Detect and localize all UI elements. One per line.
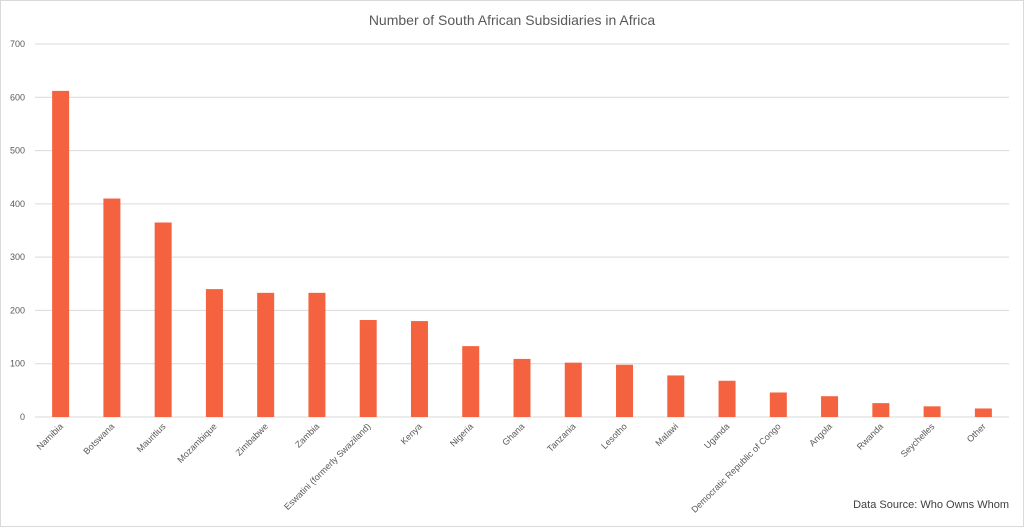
gridlines — [35, 43, 1009, 418]
y-tick-label: 100 — [10, 359, 25, 369]
x-category-label: Mozambique — [175, 421, 219, 465]
bar — [103, 198, 121, 417]
chart-title: Number of South African Subsidiaries in … — [369, 12, 656, 28]
y-tick-label: 700 — [10, 39, 25, 49]
x-category-label: Angola — [807, 421, 834, 448]
bar — [769, 392, 787, 417]
x-category-label: Mauritius — [135, 421, 168, 454]
x-category-label: Democratic Republic of Congo — [689, 421, 782, 514]
bars — [52, 90, 992, 418]
bar — [974, 408, 992, 417]
y-tick-label: 200 — [10, 305, 25, 315]
bar — [513, 358, 531, 417]
y-tick-label: 300 — [10, 252, 25, 262]
x-category-label: Kenya — [399, 421, 424, 446]
x-category-label: Lesotho — [599, 421, 629, 451]
x-category-label: Zambia — [293, 421, 321, 449]
x-category-label: Zimbabwe — [234, 421, 270, 457]
x-category-label: Uganda — [702, 421, 731, 450]
bar — [718, 380, 736, 417]
bar — [410, 321, 428, 417]
bar — [667, 375, 685, 417]
bar — [359, 320, 377, 417]
bar — [257, 292, 275, 417]
bar — [308, 292, 326, 417]
x-category-label: Tanzania — [545, 421, 578, 454]
bar — [923, 406, 941, 417]
x-category-label: Other — [965, 421, 988, 444]
bar — [872, 403, 890, 417]
y-axis-ticks: 0 100 200 300 400 500 600 700 — [10, 39, 25, 422]
x-category-label: Ghana — [500, 421, 526, 447]
x-category-label: Eswatini (formerly Swaziland) — [282, 421, 373, 512]
bar — [205, 289, 223, 417]
y-tick-label: 600 — [10, 92, 25, 102]
x-category-label: Malawi — [653, 421, 680, 448]
bar — [616, 364, 634, 417]
y-tick-label: 500 — [10, 146, 25, 156]
y-tick-label: 400 — [10, 199, 25, 209]
bar — [564, 362, 582, 417]
y-tick-label: 0 — [20, 412, 25, 422]
bar — [52, 90, 70, 418]
x-axis-labels: Namibia Botswana Mauritius Mozambique Zimbab… — [35, 421, 988, 515]
x-category-label: Seychelles — [899, 421, 937, 459]
x-category-label: Rwanda — [855, 421, 885, 451]
x-category-label: Nigeria — [448, 421, 475, 448]
bar — [462, 346, 480, 417]
bar — [821, 396, 839, 417]
x-category-label: Namibia — [35, 421, 65, 451]
bar — [154, 222, 172, 417]
x-category-label: Botswana — [81, 421, 116, 456]
data-source-note: Data Source: Who Owns Whom — [853, 499, 1009, 511]
